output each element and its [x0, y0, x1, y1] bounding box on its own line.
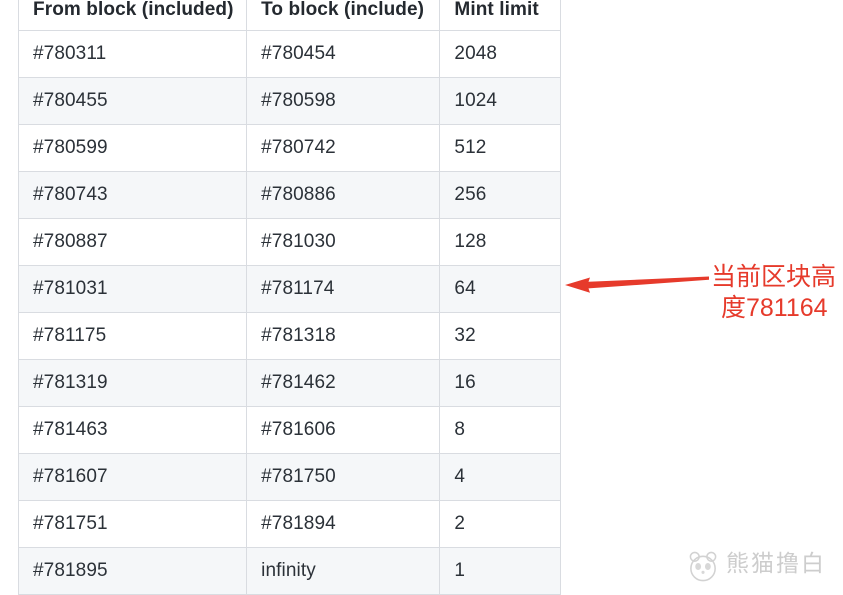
- to-block-cell: #781894: [247, 501, 441, 547]
- mint-limit-cell: 2048: [454, 43, 498, 64]
- from-block-cell: #781031: [19, 266, 248, 312]
- from-block-cell: #780743: [19, 172, 248, 218]
- to-block-cell: #780454: [247, 31, 441, 77]
- from-block-cell: #781895: [19, 548, 248, 594]
- from-block-cell: #780311: [19, 31, 248, 77]
- table-row: #780311 #780454 2048: [19, 31, 560, 78]
- table-row: #780455 #780598 1024: [19, 78, 560, 125]
- column-header-from-block: From block (included): [19, 0, 248, 30]
- red-arrow-icon: [565, 276, 709, 293]
- annotation-line-2: 度781164: [721, 294, 828, 322]
- watermark: 熊猫撸白: [687, 550, 826, 583]
- to-block-cell: infinity: [247, 548, 441, 594]
- from-block-cell: #781463: [19, 407, 248, 453]
- from-block-cell: #780455: [19, 78, 248, 124]
- table-row: #780599 #780742 512: [19, 125, 560, 172]
- from-block-cell: #780599: [19, 125, 248, 171]
- mint-limit-cell: 1: [454, 560, 466, 581]
- table-row: #781175 #781318 32: [19, 313, 560, 360]
- mint-limit-cell: 8: [454, 419, 466, 440]
- column-header-to-block: To block (include): [247, 0, 441, 30]
- from-block-cell: #781175: [19, 313, 248, 359]
- table-row-current-height: #781031 #781174 64: [19, 266, 560, 313]
- mint-limit-cell: 32: [454, 325, 476, 346]
- watermark-text: 熊猫撸白: [726, 550, 826, 576]
- to-block-cell: #780742: [247, 125, 441, 171]
- from-block-cell: #781607: [19, 454, 248, 500]
- mint-limit-cell: 512: [454, 137, 487, 158]
- table-row: #781895 infinity 1: [19, 548, 560, 595]
- to-block-cell: #781606: [247, 407, 441, 453]
- to-block-cell: #781030: [247, 219, 441, 265]
- mint-limit-cell: 128: [454, 231, 487, 252]
- from-block-cell: #780887: [19, 219, 248, 265]
- from-block-cell: #781319: [19, 360, 248, 406]
- to-block-cell: #781750: [247, 454, 441, 500]
- panda-icon: [689, 551, 717, 582]
- to-block-cell: #780886: [247, 172, 441, 218]
- table-row: #780887 #781030 128: [19, 219, 560, 266]
- to-block-cell: #781462: [247, 360, 441, 406]
- to-block-cell: #781318: [247, 313, 441, 359]
- table-row: #781607 #781750 4: [19, 454, 560, 501]
- from-block-cell: #781751: [19, 501, 248, 547]
- mint-limit-cell: 256: [454, 184, 487, 205]
- current-block-height-annotation: 当前区块高 度781164: [711, 262, 843, 324]
- to-block-cell: #780598: [247, 78, 441, 124]
- mint-limit-table: From block (included) To block (include)…: [18, 0, 561, 595]
- mint-limit-cell: 16: [454, 372, 476, 393]
- screen: From block (included) To block (include)…: [18, 0, 843, 595]
- column-header-mint-limit: Mint limit: [454, 0, 539, 20]
- table-header-row: From block (included) To block (include)…: [19, 0, 560, 31]
- table-row: #781751 #781894 2: [19, 501, 560, 548]
- table-row: #780743 #780886 256: [19, 172, 560, 219]
- mint-limit-cell: 64: [454, 278, 476, 299]
- mint-limit-cell: 4: [454, 466, 466, 487]
- mint-limit-cell: 1024: [454, 90, 498, 111]
- table-row: #781463 #781606 8: [19, 407, 560, 454]
- table-row: #781319 #781462 16: [19, 360, 560, 407]
- mint-limit-cell: 2: [454, 513, 466, 534]
- to-block-cell: #781174: [247, 266, 441, 312]
- annotation-line-1: 当前区块高: [711, 263, 837, 291]
